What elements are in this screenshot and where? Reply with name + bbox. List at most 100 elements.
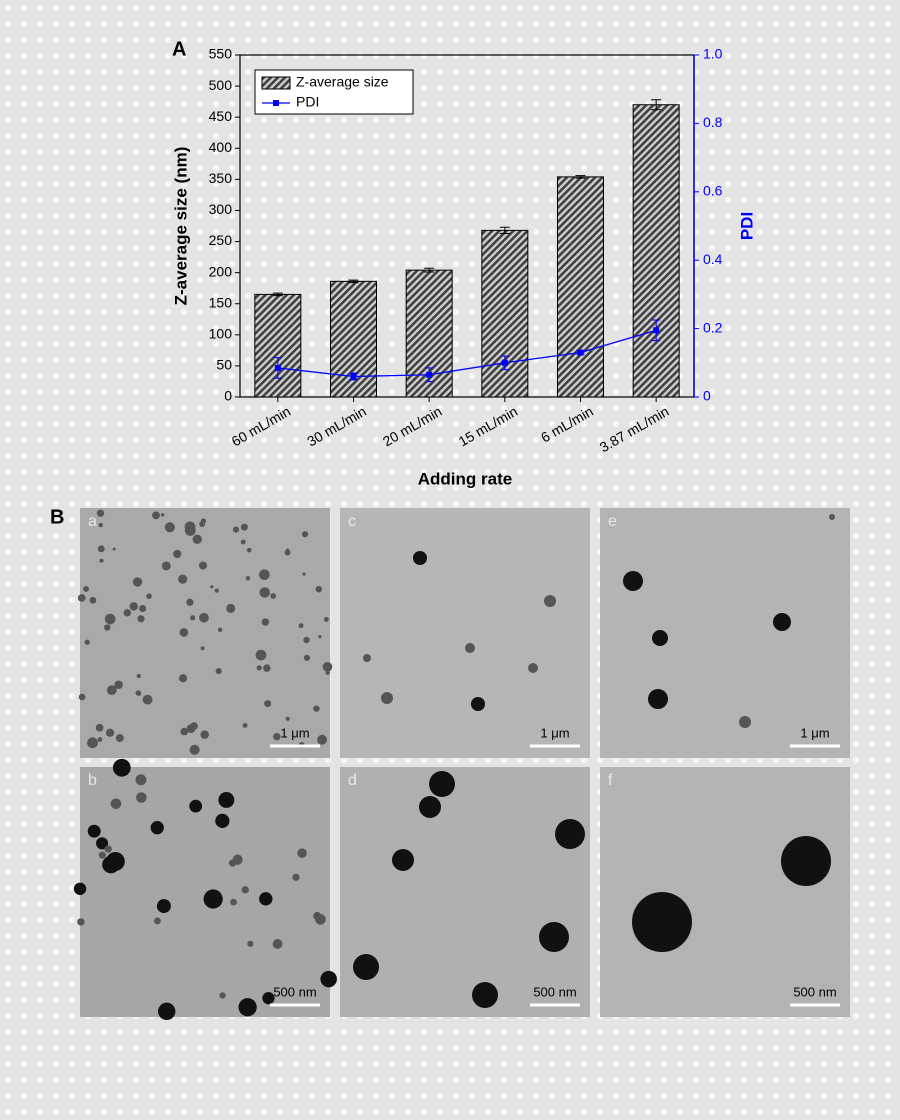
error-bar: [272, 292, 283, 297]
particle: [96, 509, 105, 517]
particle: [219, 992, 226, 999]
particle: [226, 603, 236, 613]
particle: [105, 851, 125, 871]
y2-axis-title: PDI: [737, 212, 756, 240]
particle: [317, 734, 328, 745]
y-tick-label: 550: [209, 46, 233, 62]
particle: [363, 654, 371, 662]
y-tick-label: 450: [209, 108, 233, 124]
particle: [322, 661, 333, 672]
y-tick-label: 400: [209, 139, 233, 155]
x-axis-title: Adding rate: [418, 469, 512, 488]
particle: [214, 588, 219, 593]
particle: [173, 549, 182, 559]
particle: [230, 898, 237, 906]
particle: [135, 690, 141, 696]
particle: [259, 892, 273, 906]
particle: [154, 917, 161, 925]
error-bar: [348, 279, 359, 284]
particle: [284, 549, 291, 556]
particle: [318, 634, 322, 639]
particle: [325, 670, 330, 675]
particle: [87, 737, 98, 749]
tem-background: [340, 508, 590, 758]
particle: [180, 727, 189, 736]
particle: [539, 922, 569, 952]
particle: [110, 798, 122, 810]
particle: [104, 613, 116, 625]
particle: [273, 733, 281, 741]
particle: [112, 547, 116, 551]
x-tick-label: 15 mL/min: [456, 403, 521, 450]
particle: [105, 728, 115, 737]
particle: [164, 522, 175, 533]
particle: [320, 970, 337, 988]
particle: [238, 998, 257, 1017]
y-tick-label: 500: [209, 77, 233, 93]
particle: [471, 697, 485, 711]
particle: [77, 918, 85, 926]
particle: [555, 819, 585, 849]
particle: [104, 845, 112, 853]
particle: [200, 730, 209, 739]
legend-label: Z-average size: [296, 74, 389, 90]
particle: [315, 585, 323, 593]
particle: [78, 693, 86, 701]
particle: [161, 561, 171, 571]
particle: [99, 558, 104, 563]
particle: [135, 774, 147, 786]
particle: [189, 744, 200, 755]
scale-label: 500 nm: [793, 984, 836, 999]
particle: [77, 594, 86, 602]
legend-label: PDI: [296, 94, 319, 110]
y2-tick-label: 1.0: [703, 46, 723, 62]
x-tick-label: 3.87 mL/min: [597, 403, 672, 455]
particle: [123, 609, 131, 617]
particle: [263, 664, 271, 672]
y2-tick-label: 0.6: [703, 183, 723, 199]
particle: [136, 673, 141, 679]
scale-label: 1 μm: [280, 725, 309, 740]
particle: [215, 813, 230, 828]
pdi-marker: [653, 327, 660, 334]
particle: [73, 882, 87, 896]
particle: [419, 796, 441, 818]
particle: [215, 668, 222, 675]
particle: [98, 851, 106, 859]
particle: [648, 689, 668, 709]
pdi-line: [277, 329, 657, 378]
scale-label: 500 nm: [273, 984, 316, 999]
tem-background: [600, 767, 850, 1017]
particle: [199, 612, 209, 623]
bar: [632, 104, 680, 398]
particle: [106, 685, 117, 696]
particle: [301, 531, 309, 538]
tem-background: [340, 767, 590, 1017]
particle: [303, 654, 311, 661]
scale-label: 1 μm: [540, 725, 569, 740]
particle: [413, 551, 427, 565]
particle: [136, 792, 147, 803]
y-axis-title: Z-average size (nm): [171, 147, 190, 306]
particle: [179, 628, 189, 637]
particle: [240, 539, 246, 545]
particle: [255, 649, 267, 661]
particle: [210, 585, 214, 589]
particle: [623, 571, 643, 591]
particle: [392, 849, 414, 871]
particle: [241, 886, 249, 894]
particle: [190, 615, 196, 621]
particle: [217, 627, 223, 633]
tem-background: [80, 508, 330, 758]
particle: [465, 643, 475, 653]
y-tick-label: 150: [209, 294, 233, 310]
particle: [142, 694, 153, 705]
tem-image: a 1 μm: [77, 508, 333, 758]
particle: [429, 771, 455, 797]
error-bar: [499, 226, 510, 234]
particle: [87, 824, 101, 838]
particle: [203, 889, 223, 909]
y-tick-label: 300: [209, 201, 233, 217]
particle: [132, 577, 143, 587]
